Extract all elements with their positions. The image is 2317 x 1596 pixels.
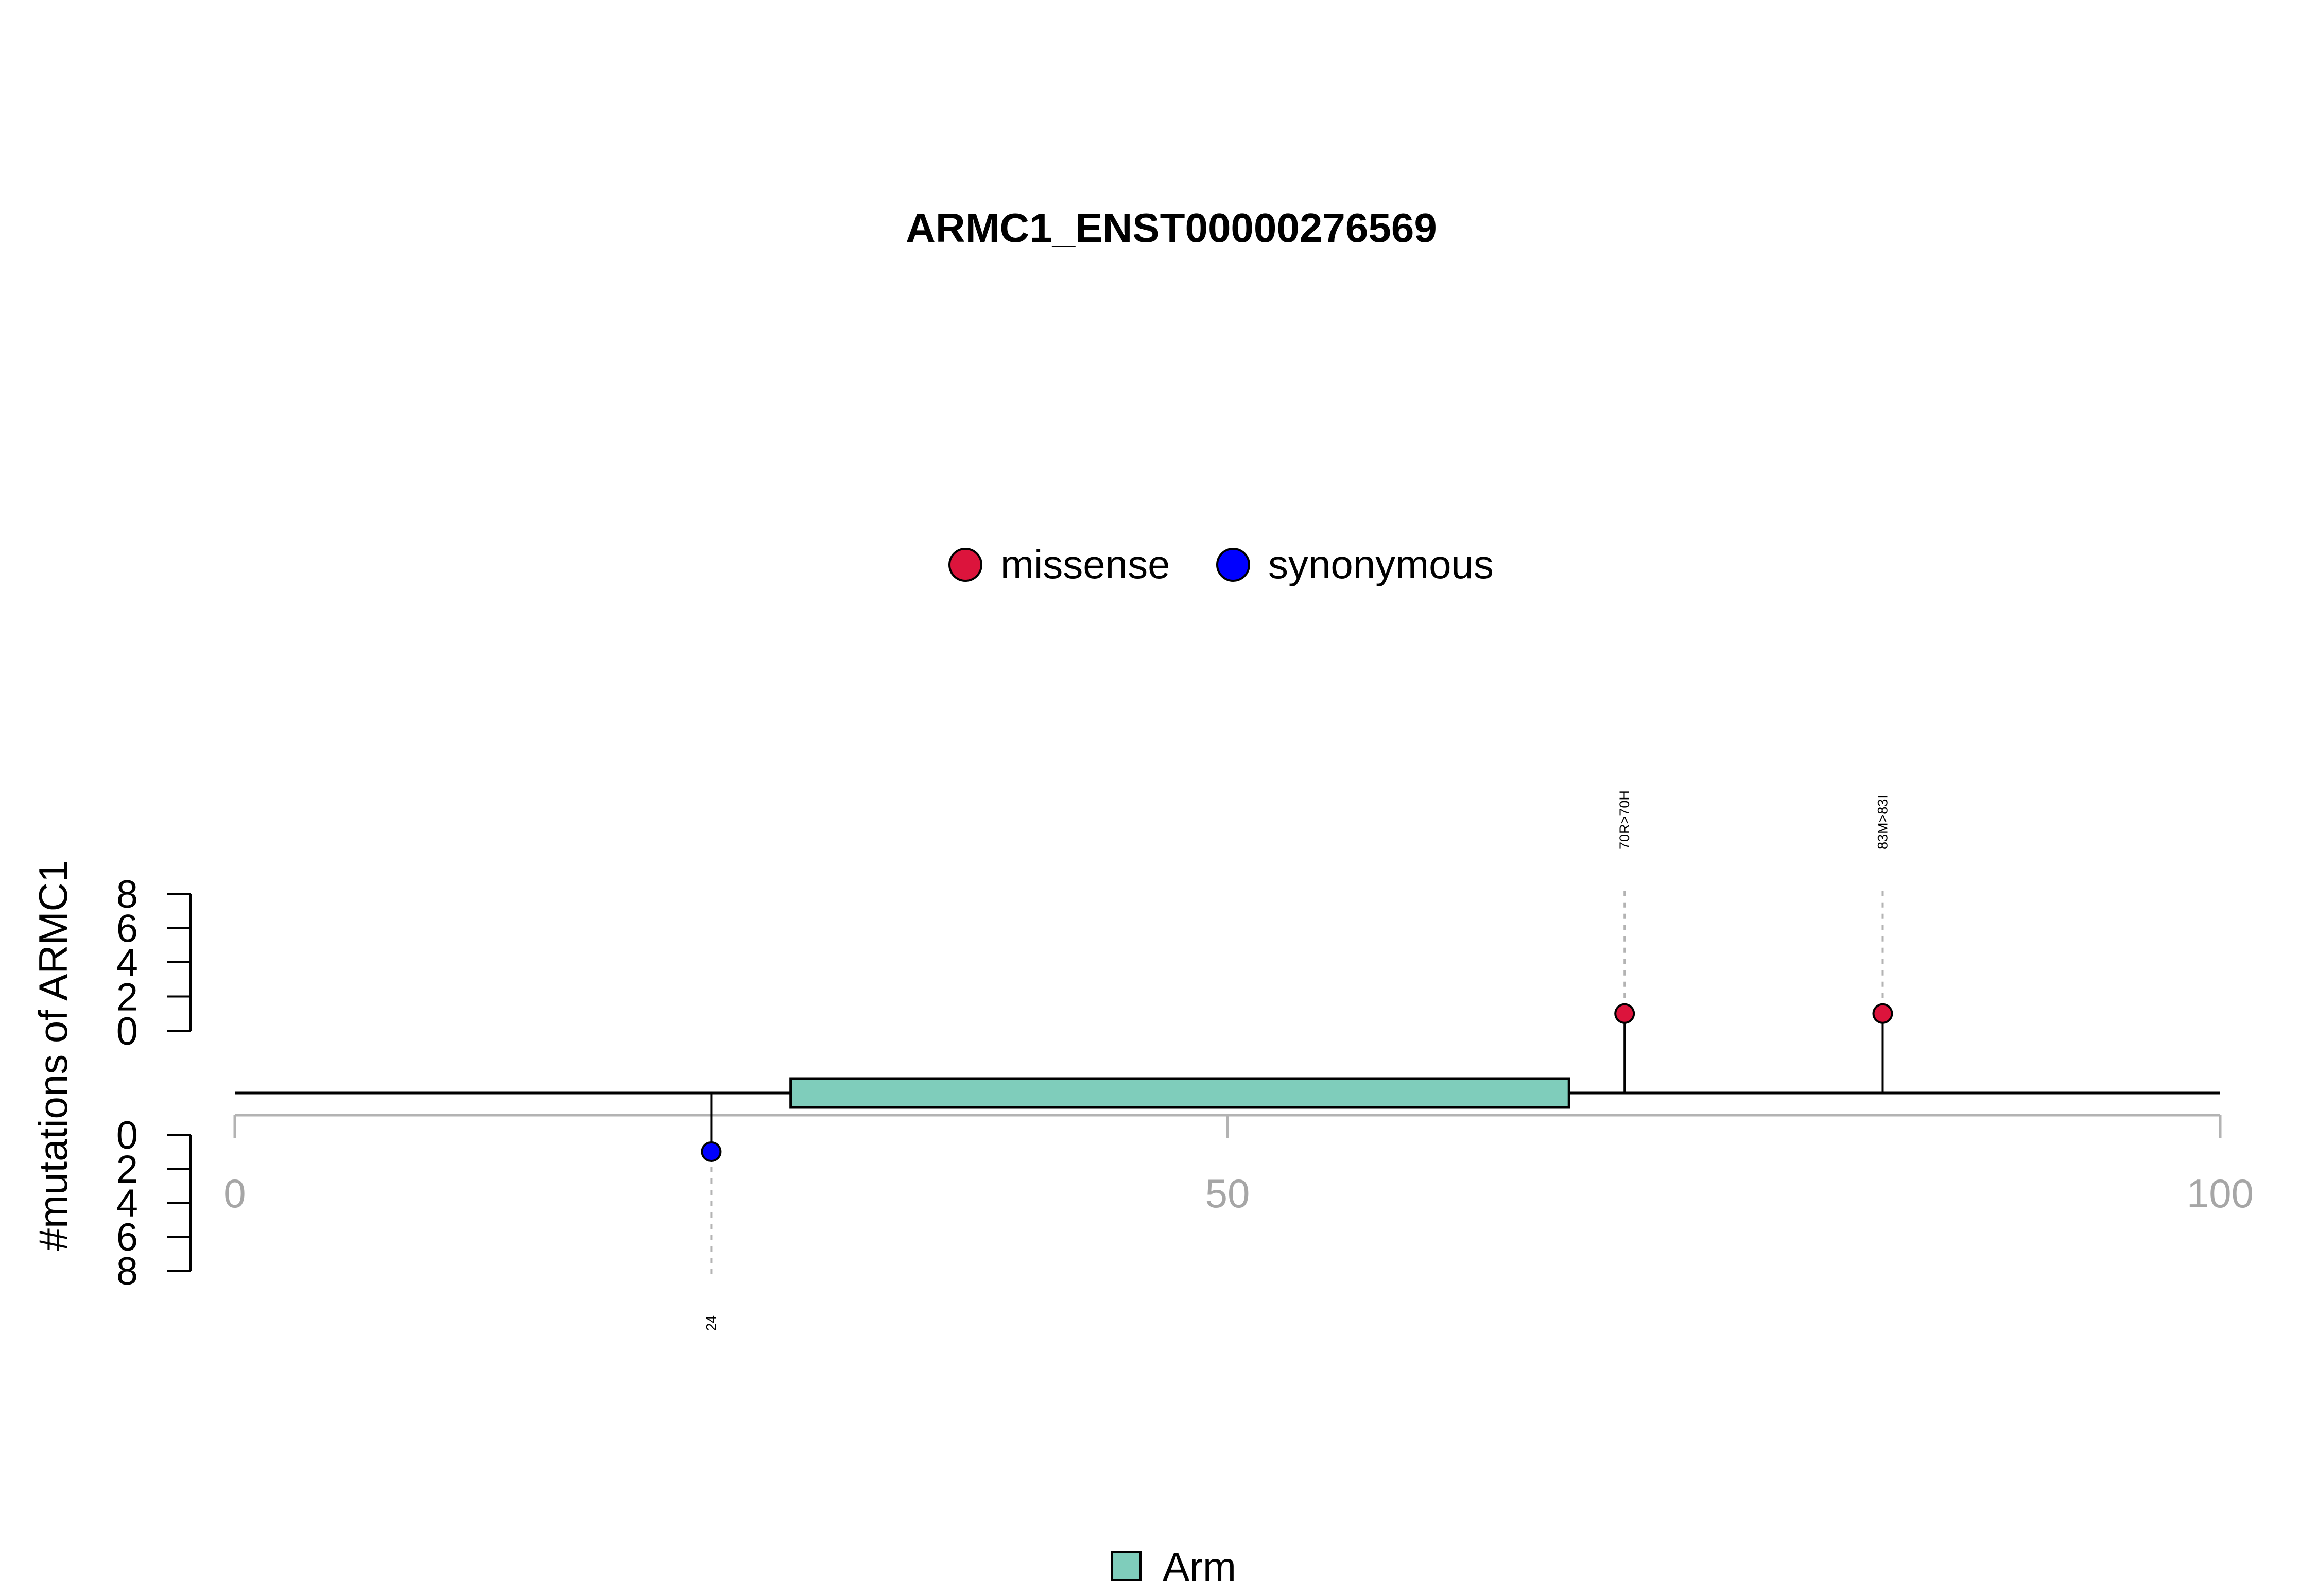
legend-label-missense: missense [1000,542,1170,587]
domain-legend: Arm [1111,1544,1236,1589]
y-axis-label: #mutations of ARMC1 [30,860,76,1251]
mutation-label: 83M>83I [1875,795,1890,849]
y-tick-label-bottom: 6 [116,1216,138,1259]
mutation-label: 24 [703,1315,719,1331]
x-tick-label: 0 [223,1171,246,1216]
y-tick-label-top: 0 [116,1010,138,1053]
y-tick-label-bottom: 8 [116,1250,138,1293]
mutation-layer: 24 70R>70H 83M>83I [701,790,1893,1331]
y-tick-label-top: 8 [116,873,138,916]
x-tick-label: 100 [2187,1171,2254,1216]
legend-marker-missense [948,548,982,582]
legend-label-synonymous: synonymous [1268,542,1494,587]
y-tick-label-bottom: 2 [116,1148,138,1191]
chart-title: ARMC1_ENST00000276569 [906,205,1437,251]
y-tick-label-top: 4 [116,941,138,985]
mutation-legend: missense synonymous [948,542,1494,587]
x-axis: 0 50 100 [223,1114,2254,1216]
legend-swatch-Arm [1111,1551,1142,1581]
mutation-point-missense [1614,1003,1635,1024]
legend-label-Arm: Arm [1163,1544,1236,1589]
x-tick-label: 50 [1205,1171,1250,1216]
mutation-point-missense [1872,1003,1893,1024]
legend-marker-synonymous [1216,548,1250,582]
y-tick-label-bottom: 4 [116,1182,138,1225]
y-tick-label-top: 6 [116,907,138,951]
domain-layer [789,1077,1570,1109]
y-tick-label-top: 2 [116,976,138,1019]
mutation-point-synonymous [701,1141,722,1162]
mutation-label: 70R>70H [1617,790,1632,849]
domain-Arm [789,1077,1570,1109]
y-tick-label-bottom: 0 [116,1114,138,1157]
